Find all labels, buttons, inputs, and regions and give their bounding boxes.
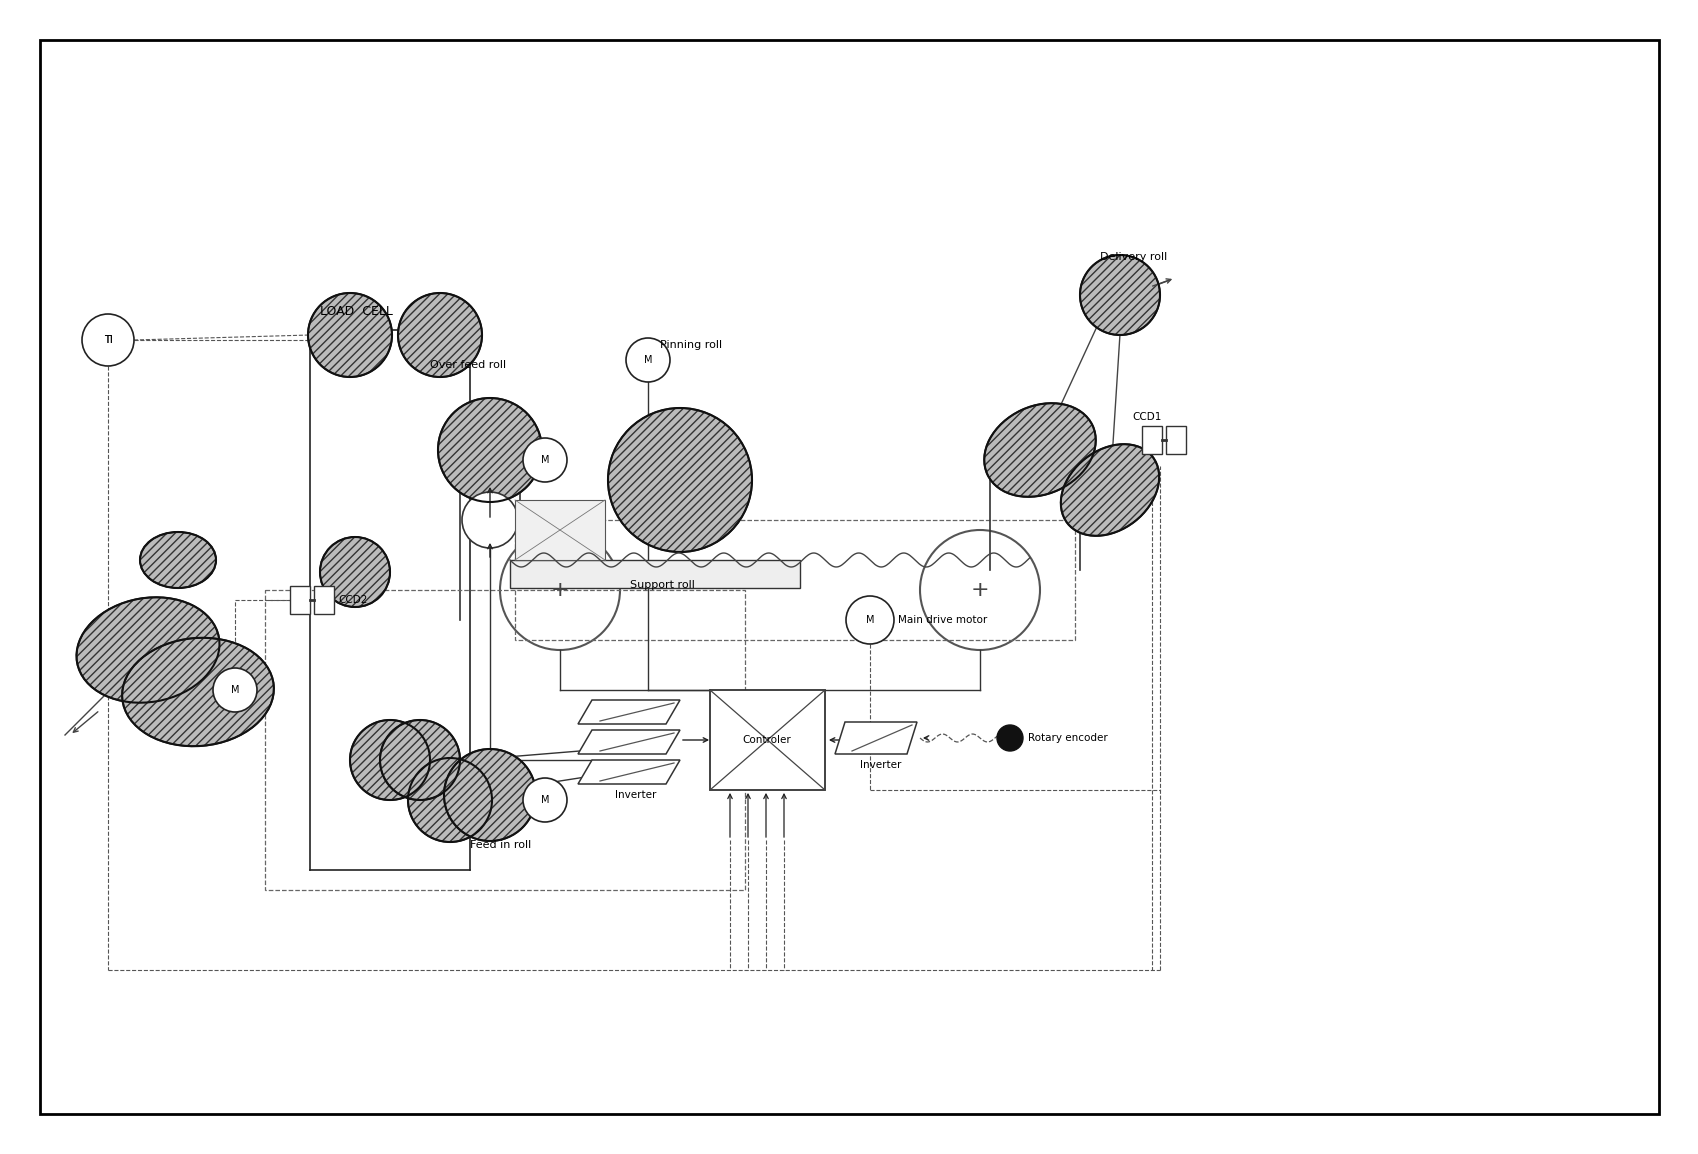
- Text: Pinning roll: Pinning roll: [659, 340, 722, 350]
- Ellipse shape: [397, 293, 482, 377]
- Bar: [290, 586, 309, 614]
- Circle shape: [625, 338, 669, 382]
- Polygon shape: [577, 760, 679, 784]
- Text: TI: TI: [104, 335, 112, 345]
- Circle shape: [523, 439, 567, 482]
- Ellipse shape: [380, 720, 460, 800]
- Circle shape: [846, 595, 893, 644]
- Text: CCD1: CCD1: [1131, 412, 1161, 422]
- Text: +: +: [550, 580, 569, 600]
- Text: M: M: [231, 685, 239, 695]
- Circle shape: [499, 530, 620, 650]
- Circle shape: [523, 778, 567, 822]
- Ellipse shape: [983, 403, 1095, 497]
- Text: CCD2: CCD2: [338, 595, 367, 605]
- Text: LOAD  CELL: LOAD CELL: [319, 305, 392, 319]
- Text: Delivery roll: Delivery roll: [1099, 252, 1167, 262]
- Ellipse shape: [408, 758, 492, 842]
- Ellipse shape: [438, 398, 542, 502]
- Bar: [314, 586, 335, 614]
- Text: Inverter: Inverter: [615, 790, 657, 800]
- Text: M: M: [540, 795, 548, 805]
- Text: Rotary encoder: Rotary encoder: [1027, 733, 1107, 743]
- Ellipse shape: [443, 749, 535, 841]
- Polygon shape: [834, 722, 917, 754]
- Bar: [1165, 426, 1185, 454]
- Text: +: +: [970, 580, 988, 600]
- Bar: [710, 690, 825, 790]
- Text: Support roll: Support roll: [630, 580, 694, 590]
- Ellipse shape: [307, 293, 392, 377]
- Circle shape: [212, 668, 256, 712]
- Ellipse shape: [1060, 444, 1158, 535]
- Text: Over feed roll: Over feed roll: [430, 360, 506, 370]
- Ellipse shape: [350, 720, 430, 800]
- Circle shape: [82, 314, 134, 366]
- Text: TI: TI: [104, 335, 112, 345]
- Bar: [1141, 426, 1161, 454]
- Ellipse shape: [608, 409, 752, 552]
- Ellipse shape: [1080, 255, 1160, 335]
- Text: M: M: [644, 355, 652, 365]
- Ellipse shape: [139, 532, 216, 589]
- Text: Feed in roll: Feed in roll: [470, 840, 531, 850]
- Text: M: M: [866, 615, 874, 625]
- Circle shape: [997, 725, 1022, 751]
- Ellipse shape: [319, 537, 391, 607]
- Text: Inverter: Inverter: [859, 760, 902, 770]
- Circle shape: [919, 530, 1039, 650]
- Bar: [509, 560, 800, 589]
- Polygon shape: [577, 730, 679, 754]
- Text: M: M: [540, 455, 548, 465]
- Circle shape: [462, 492, 518, 548]
- Text: Main drive motor: Main drive motor: [898, 615, 987, 625]
- Ellipse shape: [122, 638, 273, 747]
- Ellipse shape: [76, 598, 219, 703]
- Bar: [514, 500, 604, 560]
- Polygon shape: [577, 700, 679, 724]
- Text: Controler: Controler: [742, 735, 791, 745]
